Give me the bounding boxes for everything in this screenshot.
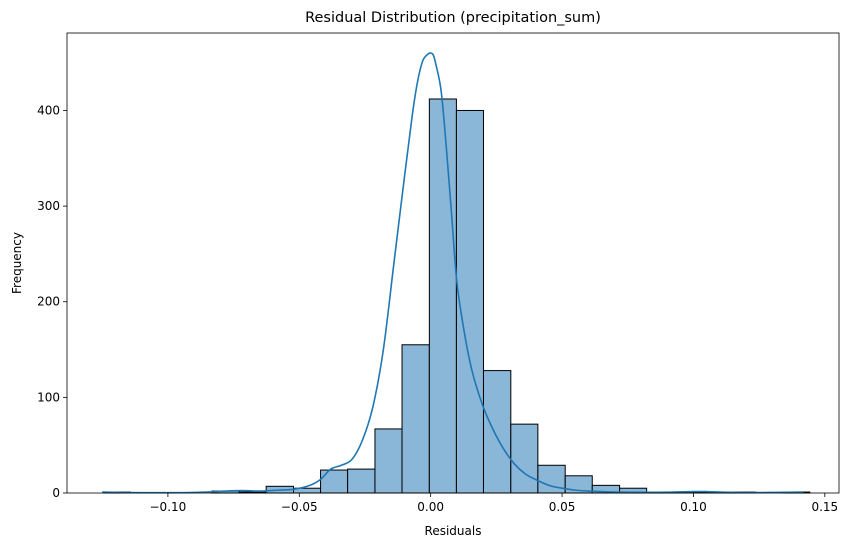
histogram-bar bbox=[374, 428, 403, 494]
x-tick-label: 0.10 bbox=[680, 500, 707, 514]
y-tick-label: 400 bbox=[37, 103, 60, 117]
kde-curve bbox=[102, 52, 804, 494]
x-tick-label: 0.00 bbox=[417, 500, 444, 514]
histogram-bar bbox=[428, 98, 457, 494]
x-tick-label: −0.05 bbox=[281, 500, 318, 514]
histogram-bar bbox=[510, 423, 539, 494]
histogram-bars bbox=[102, 98, 811, 494]
x-axis-title: Residuals bbox=[425, 524, 482, 538]
x-tick-label: −0.10 bbox=[150, 500, 187, 514]
chart-title: Residual Distribution (precipitation_sum… bbox=[305, 10, 601, 26]
histogram-bar bbox=[482, 370, 512, 494]
plot-frame bbox=[66, 32, 840, 494]
histogram-bar bbox=[401, 344, 430, 494]
x-tick-label: 0.05 bbox=[549, 500, 576, 514]
x-tick-label: 0.15 bbox=[811, 500, 838, 514]
y-tick-label: 300 bbox=[37, 199, 60, 213]
histogram-bar bbox=[320, 469, 349, 494]
y-tick-label: 200 bbox=[37, 295, 60, 309]
y-axis-ticks: 0 100 200 300 400 bbox=[37, 103, 67, 500]
x-axis-ticks: −0.10 −0.05 0.00 0.05 0.10 0.15 bbox=[150, 493, 838, 514]
y-tick-label: 0 bbox=[52, 486, 60, 500]
y-axis-title: Frequency bbox=[10, 232, 24, 294]
y-tick-label: 100 bbox=[37, 390, 60, 404]
histogram-bar bbox=[455, 109, 484, 494]
histogram-bar bbox=[347, 468, 376, 494]
